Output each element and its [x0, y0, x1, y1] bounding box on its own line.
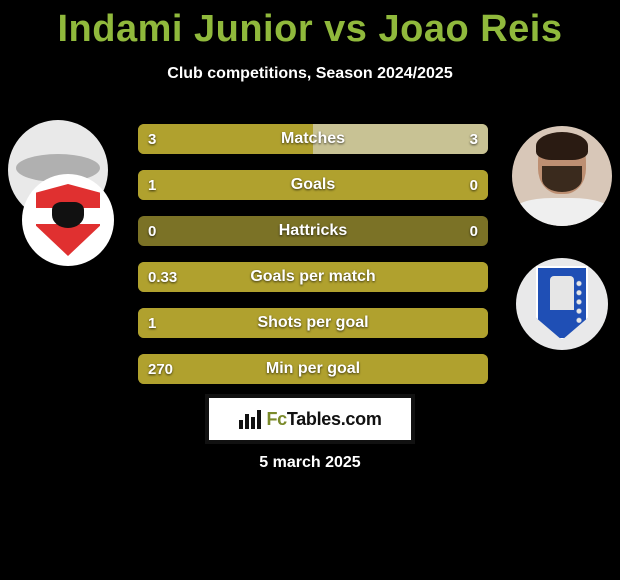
stat-value-left: 0: [148, 216, 156, 246]
brand-badge: FcTables.com: [205, 394, 415, 444]
stat-bar-left: [138, 262, 488, 292]
subtitle: Club competitions, Season 2024/2025: [0, 65, 620, 83]
stat-row: 270Min per goal: [138, 354, 488, 384]
stat-row: 33Matches: [138, 124, 488, 154]
stat-bar-left: [138, 308, 488, 338]
stat-bar-left: [138, 124, 313, 154]
stat-value-right: 0: [470, 216, 478, 246]
stat-row: 0 0Hattricks: [138, 216, 488, 246]
club-crest-right: [516, 258, 608, 350]
player-right-photo: [512, 126, 612, 226]
brand-bars-icon: [238, 408, 262, 430]
brand-prefix: Fc: [266, 409, 286, 429]
stat-bar-left: [138, 170, 488, 200]
stat-row: 10Goals: [138, 170, 488, 200]
infographic-date: 5 march 2025: [0, 454, 620, 472]
stat-label: Hattricks: [138, 216, 488, 246]
stat-row: 0.33Goals per match: [138, 262, 488, 292]
brand-suffix: Tables.com: [287, 409, 382, 429]
stat-bar-right: [313, 124, 488, 154]
club-crest-left: [22, 174, 114, 266]
page-title: Indami Junior vs Joao Reis: [0, 0, 620, 51]
brand-text: FcTables.com: [266, 409, 381, 430]
stat-row: 1Shots per goal: [138, 308, 488, 338]
stats-container: 33Matches 10Goals 0 0Hattricks 0.33Goals per…: [138, 124, 488, 400]
stat-bar-left: [138, 354, 488, 384]
comparison-infographic: Indami Junior vs Joao Reis Club competit…: [0, 0, 620, 580]
